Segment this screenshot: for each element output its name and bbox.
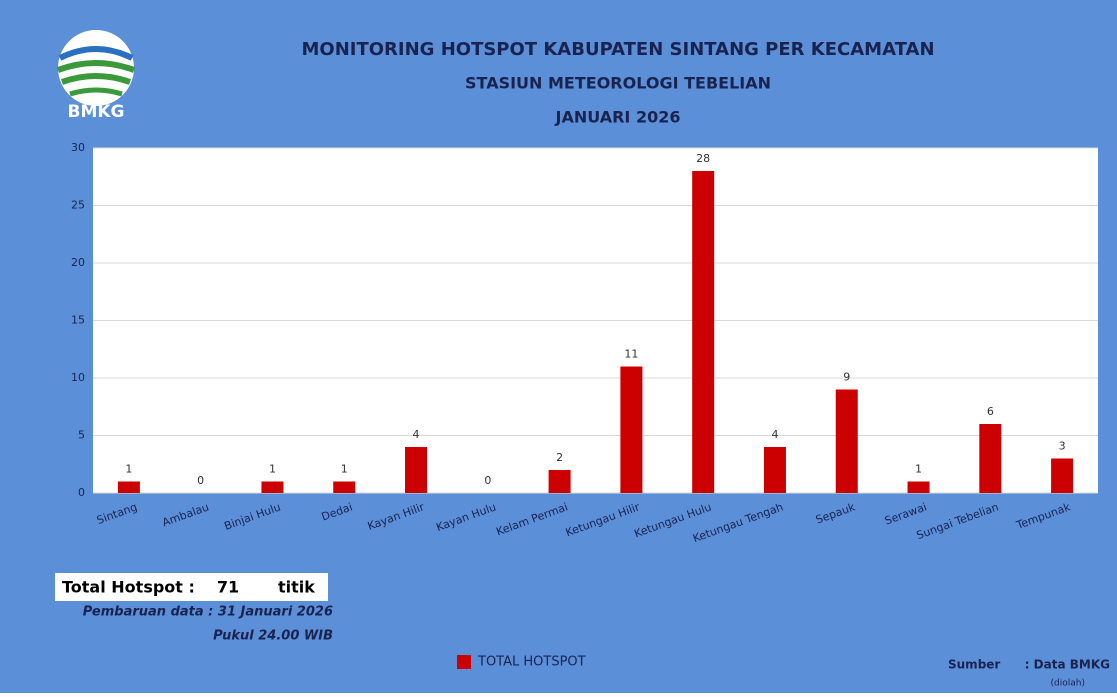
y-tick-label: 20 <box>71 256 85 269</box>
y-tick-label: 0 <box>78 486 85 499</box>
y-tick-label: 10 <box>71 371 85 384</box>
data-label: 4 <box>771 428 778 441</box>
chart-title: MONITORING HOTSPOT KABUPATEN SINTANG PER… <box>301 39 934 60</box>
update-note: Pembaruan data : 31 Januari 2026 <box>83 605 333 620</box>
source-label: Sumber <box>948 658 1000 672</box>
bar <box>117 481 140 493</box>
data-label: 11 <box>624 348 638 361</box>
data-label: 1 <box>125 463 132 476</box>
legend-swatch <box>457 655 471 669</box>
source-note: (diolah) <box>1051 679 1085 689</box>
total-label: Total Hotspot : <box>62 578 195 597</box>
bar <box>620 366 643 493</box>
total-unit: titik <box>278 578 315 597</box>
bar <box>692 171 715 493</box>
bar <box>763 447 786 493</box>
y-tick-label: 25 <box>71 199 85 212</box>
data-label: 6 <box>987 405 994 418</box>
bar <box>548 470 571 493</box>
bar <box>979 424 1002 493</box>
time-note: Pukul 24.00 WIB <box>213 629 333 644</box>
y-tick-label: 15 <box>71 314 85 327</box>
bar <box>333 481 356 493</box>
data-label: 0 <box>484 474 491 487</box>
data-label: 2 <box>556 451 563 464</box>
source-value: : Data BMKG <box>1025 658 1110 672</box>
bar <box>835 389 858 493</box>
data-label: 28 <box>696 152 710 165</box>
bar <box>261 481 284 493</box>
data-label: 0 <box>197 474 204 487</box>
chart-period: JANUARI 2026 <box>555 108 681 127</box>
legend-label: TOTAL HOTSPOT <box>477 655 586 670</box>
bar <box>907 481 930 493</box>
bar <box>405 447 428 493</box>
data-label: 1 <box>269 463 276 476</box>
total-box <box>55 573 328 601</box>
logo-text: BMKG <box>67 102 124 122</box>
data-label: 3 <box>1059 440 1066 453</box>
y-tick-label: 30 <box>71 141 85 154</box>
chart-subtitle: STASIUN METEOROLOGI TEBELIAN <box>465 74 771 93</box>
data-label: 1 <box>341 463 348 476</box>
data-label: 4 <box>413 428 420 441</box>
logo <box>56 30 136 106</box>
data-label: 9 <box>843 371 850 384</box>
total-value: 71 <box>217 578 239 597</box>
data-label: 1 <box>915 463 922 476</box>
bar <box>1051 458 1074 493</box>
y-tick-label: 5 <box>78 429 85 442</box>
